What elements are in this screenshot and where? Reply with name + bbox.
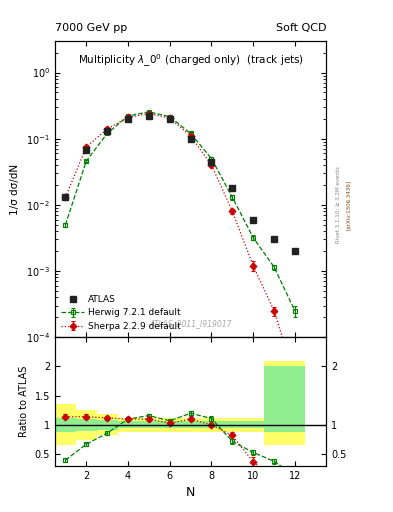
Line: ATLAS: ATLAS (62, 113, 298, 254)
X-axis label: N: N (186, 486, 195, 499)
Y-axis label: 1/σ dσ/dN: 1/σ dσ/dN (10, 163, 20, 215)
ATLAS (292, 248, 297, 254)
ATLAS (209, 159, 214, 165)
ATLAS (63, 194, 68, 200)
Text: Soft QCD: Soft QCD (276, 23, 326, 33)
Y-axis label: Ratio to ATLAS: Ratio to ATLAS (19, 366, 29, 437)
Legend: ATLAS, Herwig 7.2.1 default, Sherpa 2.2.9 default: ATLAS, Herwig 7.2.1 default, Sherpa 2.2.… (59, 293, 182, 333)
ATLAS (188, 136, 193, 142)
ATLAS (230, 185, 235, 191)
ATLAS (147, 113, 151, 119)
Text: [arXiv:1306.3436]: [arXiv:1306.3436] (346, 180, 351, 230)
ATLAS (167, 116, 172, 122)
ATLAS (272, 237, 276, 243)
Text: ATLAS_2011_I919017: ATLAS_2011_I919017 (149, 319, 232, 328)
ATLAS (126, 116, 130, 122)
ATLAS (251, 217, 255, 223)
Text: Rivet 3.1.10; ≥ 3.2M events: Rivet 3.1.10; ≥ 3.2M events (336, 166, 341, 243)
ATLAS (84, 146, 89, 153)
Text: Multiplicity $\lambda\_0^0$ (charged only)  (track jets): Multiplicity $\lambda\_0^0$ (charged onl… (77, 53, 304, 70)
ATLAS (105, 128, 110, 134)
Text: 7000 GeV pp: 7000 GeV pp (55, 23, 127, 33)
